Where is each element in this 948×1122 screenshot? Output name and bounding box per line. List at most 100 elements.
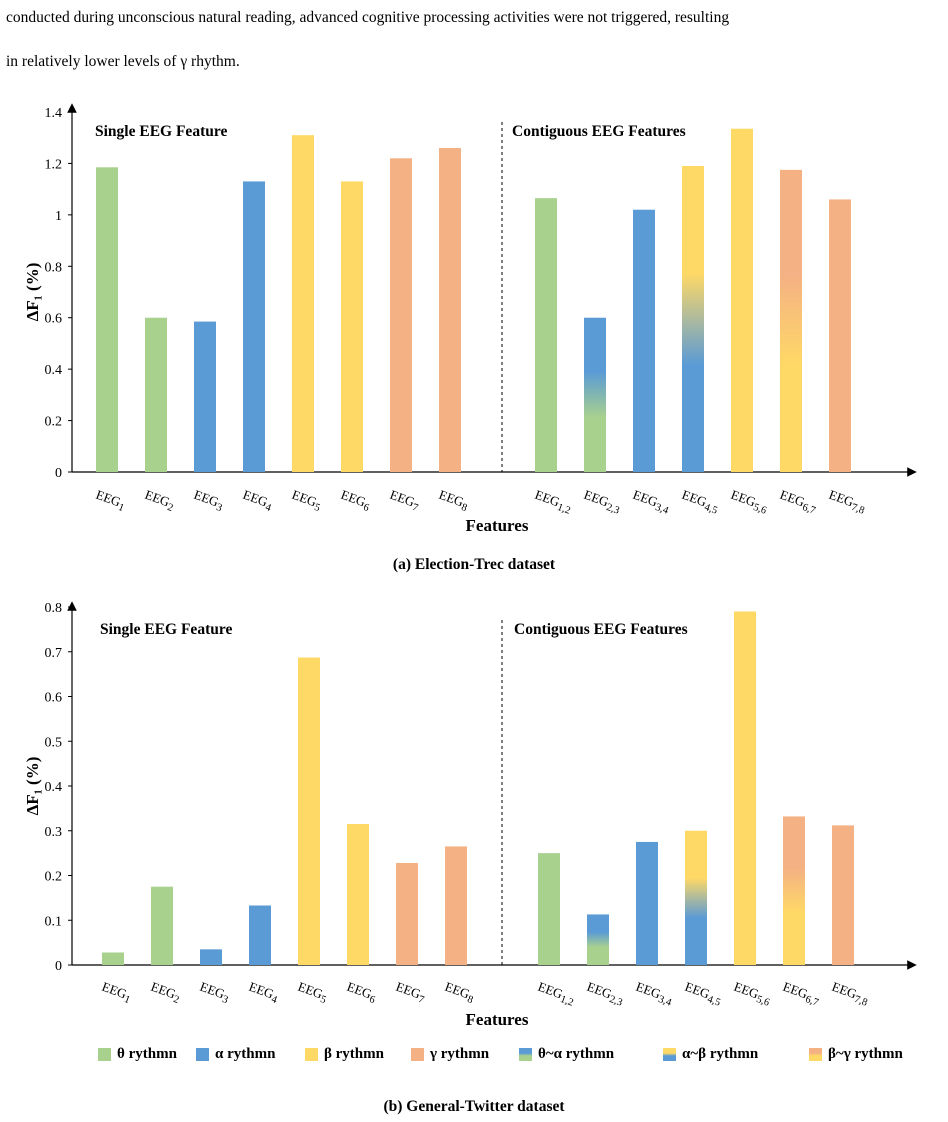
x-tick-label: EEG1,2 — [532, 487, 574, 517]
bar-eeg4-5 — [685, 830, 707, 965]
bar-eeg3-4 — [633, 209, 655, 472]
y-tick-label: 0 — [55, 959, 62, 974]
x-tick-label: EEG4 — [240, 487, 276, 515]
x-tick-label: EEG1 — [99, 979, 134, 1006]
bar-eeg2-3 — [584, 317, 606, 472]
y-tick-label: 0 — [55, 466, 62, 481]
bar-eeg4 — [249, 905, 271, 965]
x-tick-label: EEG5 — [289, 487, 324, 514]
x-tick-label: EEG4,5 — [682, 979, 724, 1009]
x-tick-label: EEG1,2 — [535, 979, 577, 1009]
x-tick-label: EEG8 — [442, 979, 477, 1006]
body-paragraph-line-1: conducted during unconscious natural rea… — [6, 9, 730, 26]
chart-legend: θ rythmn α rythmn β rythmn γ rythmn θ~α ryth… — [0, 1042, 948, 1068]
legend-swatch — [411, 1048, 424, 1061]
legend-swatch — [663, 1048, 676, 1061]
y-tick-label: 0.8 — [45, 260, 63, 275]
x-tick-label: EEG5 — [295, 979, 330, 1006]
y-tick-label: 0.4 — [45, 363, 63, 378]
x-tick-label: EEG3 — [191, 487, 226, 514]
bar-eeg5 — [298, 657, 320, 965]
x-tick-label: EEG3,4 — [630, 487, 673, 517]
bar-eeg4-5 — [682, 166, 704, 472]
legend-label: β rythmn — [324, 1046, 384, 1062]
y-tick-label: 0.1 — [45, 914, 63, 929]
legend-label: θ rythmn — [117, 1046, 177, 1062]
legend-item: α~β rythmn — [663, 1046, 758, 1063]
section-label-single: Single EEG Feature — [100, 621, 232, 638]
legend-label: θ~α rythmn — [538, 1046, 615, 1062]
x-tick-label: EEG1 — [93, 487, 128, 514]
legend-label: α~β rythmn — [682, 1046, 759, 1062]
x-tick-label: EEG6,7 — [780, 979, 822, 1009]
legend-swatch — [305, 1048, 318, 1061]
y-axis-label: ΔF₁ (%) — [23, 757, 42, 816]
chart-general-twitter: 0 0.1 0.2 0.3 0.4 0.5 0.6 0.7 0.8 ΔF₁ (%) Single E… — [23, 601, 917, 1029]
legend-item: α rythmn — [196, 1046, 275, 1063]
x-tick-label: EEG2,3 — [584, 979, 626, 1009]
bar-eeg4 — [243, 181, 265, 472]
x-tick-label: EEG5,6 — [731, 979, 773, 1009]
legend-item: β~γ rythmn — [809, 1046, 903, 1063]
y-tick-label: 0.3 — [45, 825, 63, 840]
x-tick-label: EEG6 — [344, 979, 379, 1006]
legend-item: β rythmn — [305, 1046, 384, 1063]
legend-label: γ rythmn — [430, 1046, 490, 1062]
legend-item: γ rythmn — [411, 1046, 489, 1063]
bar-eeg7 — [396, 862, 418, 965]
bar-eeg2 — [151, 886, 173, 965]
x-tick-label: EEG4,5 — [679, 487, 721, 517]
y-tick-label: 0.6 — [45, 691, 63, 706]
body-paragraph-line-2: in relatively lower levels of γ rhythm. — [6, 53, 240, 70]
bar-eeg7 — [390, 158, 412, 472]
x-tick-label: EEG7,8 — [826, 487, 868, 517]
bar-eeg5 — [292, 135, 314, 472]
section-label-contiguous: Contiguous EEG Features — [512, 123, 686, 140]
x-tick-label: EEG2 — [148, 979, 183, 1006]
chart-election-trec: 0 0.2 0.4 0.6 0.8 1 1.2 1.4 ΔF₁ (%) Single EEG Fe… — [23, 103, 917, 535]
bar-eeg2 — [145, 317, 167, 472]
bar-eeg2-3 — [587, 914, 609, 965]
bar-eeg6 — [341, 181, 363, 472]
y-tick-label: 1 — [55, 209, 62, 224]
y-tick-label: 0.8 — [45, 601, 63, 616]
x-tick-label: EEG7 — [387, 487, 422, 514]
x-axis-label: Features — [466, 516, 529, 535]
bar-eeg7-8 — [829, 199, 851, 472]
bar-eeg7-8 — [832, 825, 854, 965]
bar-eeg6-7 — [780, 169, 802, 472]
y-tick-label: 0.2 — [45, 870, 63, 885]
bar-eeg3 — [200, 949, 222, 965]
x-tick-label: EEG8 — [436, 487, 471, 514]
legend-item: θ~α rythmn — [519, 1046, 614, 1063]
bar-eeg3 — [194, 321, 216, 472]
y-tick-label: 0.6 — [45, 312, 63, 327]
bar-eeg8 — [439, 148, 461, 472]
legend-label: β~γ rythmn — [828, 1046, 903, 1062]
legend-item: θ rythmn — [98, 1046, 177, 1063]
x-tick-label: EEG3 — [197, 979, 232, 1006]
bar-eeg5-6 — [731, 128, 753, 472]
legend-swatch — [196, 1048, 209, 1061]
y-axis-label: ΔF₁ (%) — [23, 263, 42, 322]
x-tick-label: EEG2 — [142, 487, 177, 514]
x-tick-label: EEG2,3 — [581, 487, 623, 517]
bar-eeg5-6 — [734, 611, 756, 965]
legend-swatch — [98, 1048, 111, 1061]
y-tick-label: 0.2 — [45, 415, 63, 430]
bar-eeg6-7 — [783, 816, 805, 965]
caption-general-twitter: (b) General-Twitter dataset — [383, 1098, 565, 1115]
y-tick-label: 0.4 — [45, 780, 63, 795]
section-label-contiguous: Contiguous EEG Features — [514, 621, 688, 638]
bar-eeg1 — [96, 167, 118, 472]
x-tick-label: EEG6,7 — [777, 487, 819, 517]
bar-eeg8 — [445, 846, 467, 965]
x-tick-label: EEG4 — [246, 979, 282, 1007]
section-label-single: Single EEG Feature — [95, 123, 227, 140]
y-tick-label: 0.7 — [45, 646, 63, 661]
bar-eeg1-2 — [535, 198, 557, 472]
y-tick-label: 1.2 — [45, 157, 63, 172]
x-tick-label: EEG5,6 — [728, 487, 770, 517]
y-tick-label: 1.4 — [45, 106, 63, 121]
bar-eeg6 — [347, 824, 369, 965]
